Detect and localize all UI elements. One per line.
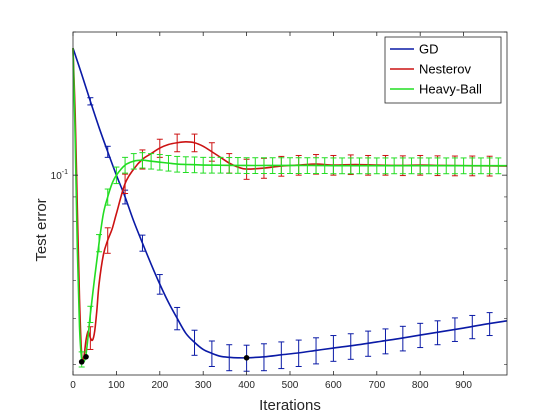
x-tick-label: 900 xyxy=(455,380,472,391)
y-axis: 10-1 xyxy=(51,31,507,365)
series-gd xyxy=(72,47,508,372)
series-layer xyxy=(72,47,508,372)
legend-box xyxy=(384,36,502,104)
legend: GD Nesterov Heavy-Ball xyxy=(384,36,502,104)
x-tick-label: 800 xyxy=(412,380,429,391)
x-tick-label: 600 xyxy=(325,380,342,391)
legend-entries: GD Nesterov Heavy-Ball xyxy=(390,42,482,97)
legend-label: Nesterov xyxy=(419,62,472,77)
marker-layer xyxy=(78,354,250,365)
legend-label: Heavy-Ball xyxy=(419,82,482,97)
series-line xyxy=(72,47,508,359)
x-tick-label: 300 xyxy=(195,380,212,391)
legend-label: GD xyxy=(419,42,439,57)
y-axis-label: Test error xyxy=(33,198,50,261)
x-tick-label: 100 xyxy=(108,380,125,391)
y-tick-label: 10-1 xyxy=(51,169,68,182)
minimum-marker xyxy=(83,354,89,360)
x-axis: 0 100 200 300 400 500 600 700 800 900 xyxy=(70,32,472,391)
minimum-marker xyxy=(243,355,250,361)
minimum-marker xyxy=(78,359,85,365)
x-tick-label: 700 xyxy=(368,380,385,391)
x-tick-label: 400 xyxy=(238,380,255,391)
x-axis-label: Iterations xyxy=(259,397,321,414)
x-tick-label: 0 xyxy=(70,380,76,391)
x-tick-label: 500 xyxy=(282,380,299,391)
x-tick-label: 200 xyxy=(151,380,168,391)
